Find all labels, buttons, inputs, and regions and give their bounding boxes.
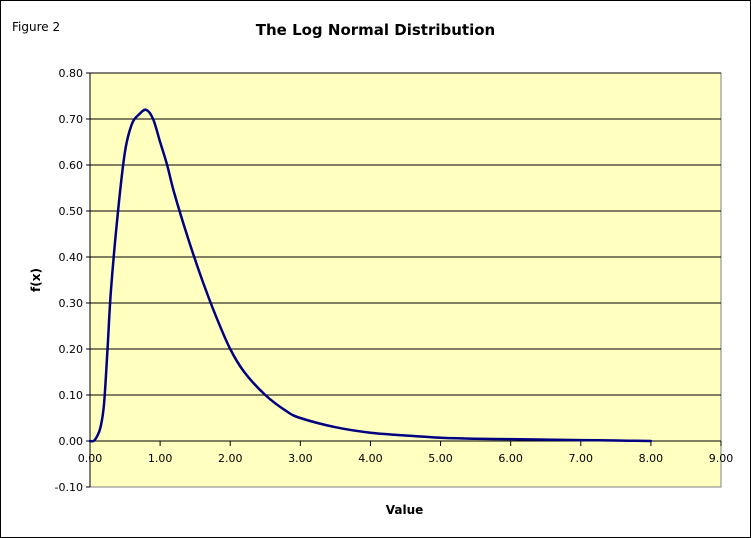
plot-background (89, 72, 722, 488)
x-tick-label: 4.00 (358, 452, 383, 465)
x-tick-label: 0.00 (78, 452, 103, 465)
plot-area-group: -0.10 0.00 0.10 0.20 0.30 0.40 0.50 0.60 0.70 0.8… (55, 67, 734, 494)
y-tick-label: 0.00 (59, 435, 84, 448)
y-tick-label: 0.40 (59, 251, 84, 264)
y-tick-label: 0.60 (59, 159, 84, 172)
y-tick-label: 0.10 (59, 389, 84, 402)
series-line-0 (88, 108, 653, 443)
y-tick-label: -0.10 (55, 481, 83, 494)
x-tick-label: 2.00 (218, 452, 243, 465)
x-tick-label: 3.00 (288, 452, 313, 465)
x-tick-label: 9.00 (709, 452, 734, 465)
x-tick-label: 7.00 (569, 452, 594, 465)
y-tick-label: 0.70 (59, 113, 84, 126)
x-axis-title: Value (386, 503, 424, 517)
y-tick-label: 0.30 (59, 297, 84, 310)
x-tick-label: 5.00 (428, 452, 453, 465)
chart-title: The Log Normal Distribution (256, 21, 495, 39)
y-tick-label: 0.50 (59, 205, 84, 218)
figure-label: Figure 2 (12, 20, 61, 34)
x-tick-label: 8.00 (639, 452, 664, 465)
x-tick-label: 6.00 (498, 452, 523, 465)
y-tick-label: 0.20 (59, 343, 84, 356)
y-tick-label: 0.80 (59, 67, 84, 80)
x-tick-label: 1.00 (148, 452, 173, 465)
y-axis-title: f(x) (29, 268, 43, 292)
